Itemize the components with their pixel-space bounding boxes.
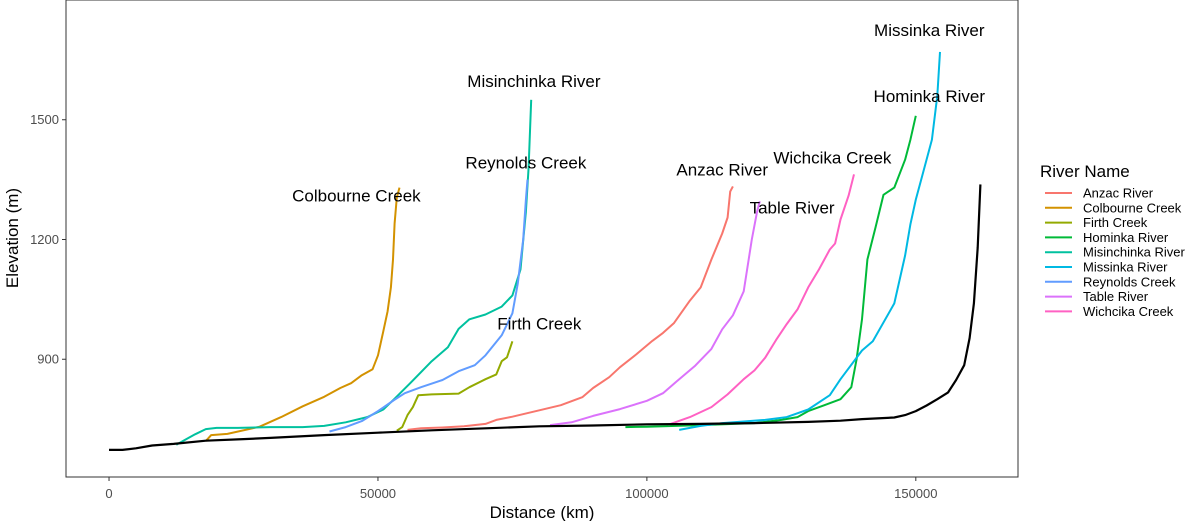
- series-line-table-river: [549, 200, 761, 427]
- label-wichcika-creek: Wichcika Creek: [773, 149, 892, 168]
- label-misinchinka-river: Misinchinka River: [467, 72, 601, 91]
- mainstem-line: [109, 184, 982, 451]
- series-line-reynolds-creek: [329, 179, 529, 433]
- label-colbourne-creek: Colbourne Creek: [292, 187, 421, 206]
- legend-label-colbourne-creek: Colbourne Creek: [1083, 200, 1182, 215]
- plot-panel: [65, 0, 1019, 478]
- x-tick-label: 0: [105, 486, 112, 501]
- legend-label-hominka-river: Hominka River: [1083, 230, 1169, 245]
- x-axis-title: Distance (km): [490, 503, 595, 521]
- legend-label-table-river: Table River: [1083, 289, 1149, 304]
- y-axis-title: Elevation (m): [3, 188, 22, 288]
- legend-title: River Name: [1040, 162, 1130, 181]
- y-tick-label: 900: [37, 352, 59, 367]
- legend-label-reynolds-creek: Reynolds Creek: [1083, 274, 1176, 289]
- legend-label-anzac-river: Anzac River: [1083, 186, 1154, 201]
- legend-label-missinka-river: Missinka River: [1083, 260, 1168, 275]
- series-line-anzac-river: [407, 185, 734, 431]
- label-missinka-river: Missinka River: [874, 21, 985, 40]
- legend-label-firth-creek: Firth Creek: [1083, 215, 1148, 230]
- label-reynolds-creek: Reynolds Creek: [465, 153, 586, 172]
- y-tick-label: 1500: [30, 112, 59, 127]
- series-line-firth-creek: [396, 340, 514, 432]
- series-line-wichcika-creek: [668, 174, 855, 426]
- y-axis: 900 1200 1500: [30, 112, 66, 367]
- legend-label-misinchinka-river: Misinchinka River: [1083, 245, 1186, 260]
- label-hominka-river: Hominka River: [874, 87, 986, 106]
- series-line-missinka-river: [679, 51, 941, 431]
- x-tick-label: 50000: [360, 486, 396, 501]
- y-tick-label: 1200: [30, 232, 59, 247]
- legend-label-wichcika-creek: Wichcika Creek: [1083, 304, 1174, 319]
- lines-layer: [109, 51, 982, 451]
- label-table-river: Table River: [750, 199, 835, 218]
- x-tick-label: 100000: [625, 486, 668, 501]
- x-axis: 0 50000 100000 150000: [105, 477, 938, 501]
- annotations-layer: Missinka River Hominka River Misinchinka R…: [292, 21, 985, 333]
- label-anzac-river: Anzac River: [676, 161, 768, 180]
- label-firth-creek: Firth Creek: [497, 314, 582, 333]
- x-tick-label: 150000: [894, 486, 937, 501]
